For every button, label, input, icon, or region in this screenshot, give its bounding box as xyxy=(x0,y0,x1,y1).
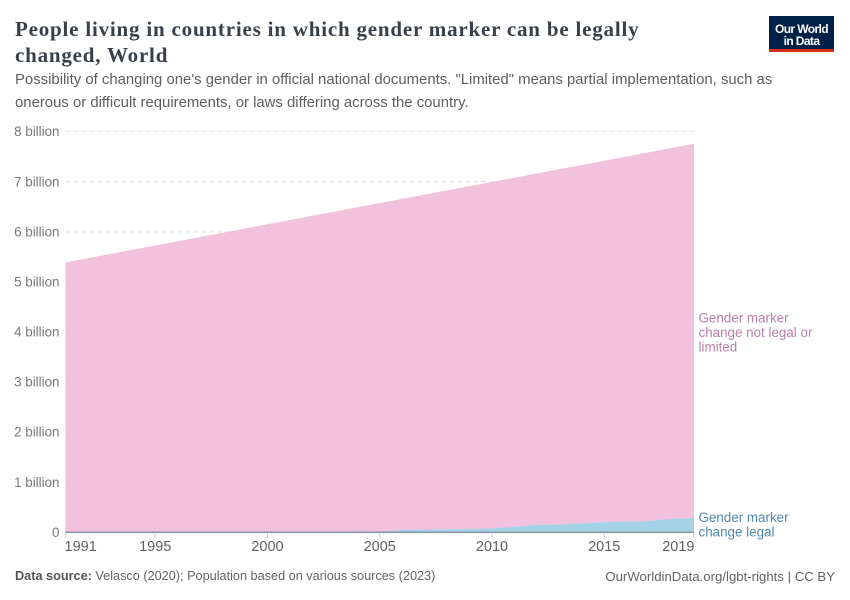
svg-text:2 billion: 2 billion xyxy=(14,425,59,440)
svg-text:change legal: change legal xyxy=(699,525,775,540)
svg-text:limited: limited xyxy=(699,340,738,355)
svg-text:6 billion: 6 billion xyxy=(14,224,59,239)
svg-text:4 billion: 4 billion xyxy=(14,325,59,340)
svg-text:7 billion: 7 billion xyxy=(14,174,59,189)
svg-text:change not legal or: change not legal or xyxy=(699,325,813,340)
svg-text:1991: 1991 xyxy=(65,539,97,555)
svg-text:Gender marker: Gender marker xyxy=(699,311,790,326)
svg-text:2005: 2005 xyxy=(364,539,396,555)
svg-text:1 billion: 1 billion xyxy=(14,475,59,490)
svg-text:1995: 1995 xyxy=(139,539,171,555)
svg-text:0: 0 xyxy=(52,525,59,540)
svg-text:2000: 2000 xyxy=(251,539,283,555)
svg-text:2019: 2019 xyxy=(662,539,694,555)
svg-text:5 billion: 5 billion xyxy=(14,275,59,290)
svg-text:2015: 2015 xyxy=(588,539,620,555)
svg-text:Gender marker: Gender marker xyxy=(699,510,790,525)
svg-text:8 billion: 8 billion xyxy=(14,124,59,139)
svg-text:2010: 2010 xyxy=(476,539,508,555)
svg-text:3 billion: 3 billion xyxy=(14,375,59,390)
